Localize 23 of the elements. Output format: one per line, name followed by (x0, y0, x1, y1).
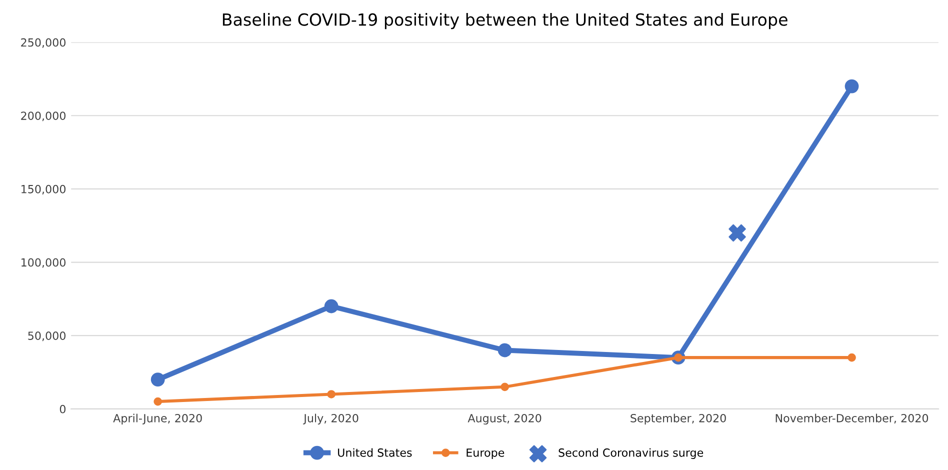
point (150, 372, 165, 387)
point (844, 79, 859, 94)
x-tick-label: September, 2020 (630, 414, 726, 425)
point (154, 397, 162, 406)
point (327, 390, 336, 398)
point (324, 299, 338, 314)
y-tick-label: 150,000 (22, 184, 66, 194)
legend-label: Second Coronavirus surge (558, 448, 704, 459)
x-tick-label: August, 2020 (468, 414, 542, 425)
point (848, 353, 856, 362)
y-tick-label: 200,000 (21, 112, 66, 122)
y-tick-label: 250,000 (21, 38, 66, 48)
y-tick-label: 0 (60, 404, 66, 414)
chart-title: Baseline COVID-19 positivity between the United States and Europe (222, 12, 788, 30)
y-tick-label: 100,000 (22, 258, 66, 268)
legend-label: United States (338, 448, 412, 457)
legend-label: Europe (466, 448, 504, 459)
point (498, 343, 512, 358)
x-tick-label: July, 2020 (303, 414, 358, 425)
x-tick-label: November-December, 2020 (776, 414, 928, 424)
point (500, 382, 509, 392)
x-tick-label: April-June, 2020 (113, 414, 202, 425)
y-tick-label: 50,000 (28, 332, 66, 342)
